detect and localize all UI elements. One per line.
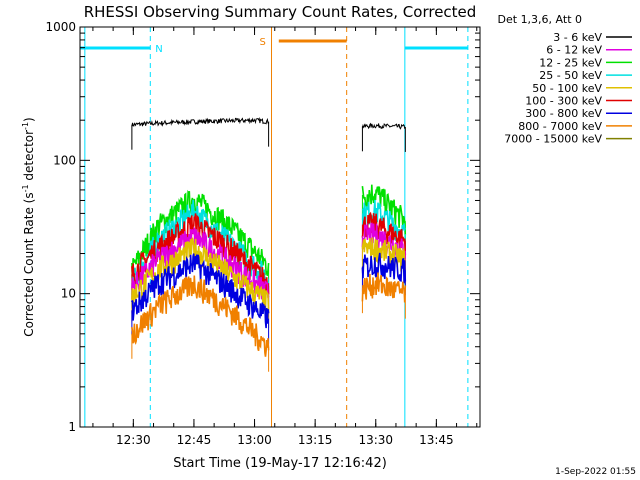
legend-label-0: 3 - 6 keV xyxy=(553,31,602,44)
series-line-0-seg-1 xyxy=(361,122,406,130)
series-line-7-seg-0 xyxy=(131,275,270,357)
x-tick-label-1: 12:45 xyxy=(177,433,212,447)
x-axis: 12:30 12:45 13:00 13:15 13:30 13:45 xyxy=(92,27,478,447)
x-tick-label-2: 13:00 xyxy=(237,433,272,447)
legend-label-3: 25 - 50 keV xyxy=(539,69,602,82)
y-tick-label-3: 1000 xyxy=(45,20,76,34)
series-3-6keV xyxy=(131,116,406,152)
series-800-7000keV xyxy=(131,272,407,372)
x-tick-label-4: 13:30 xyxy=(358,433,393,447)
y-axis-label-mid: detector xyxy=(22,130,36,185)
legend-label-6: 300 - 800 keV xyxy=(525,107,602,120)
saa-label: S xyxy=(260,37,266,48)
series-line-5-seg-1 xyxy=(361,237,407,273)
series-line-3-seg-1 xyxy=(361,211,407,255)
y-tick-label-1: 10 xyxy=(61,287,76,301)
y-axis: 1 10 100 1000 xyxy=(45,20,480,434)
series-line-7-seg-1 xyxy=(361,272,407,303)
y-axis-label-sup2: -1 xyxy=(21,122,30,130)
y-axis-label: Corrected Count Rate (s-1 detector-1) xyxy=(21,117,36,336)
legend-label-8: 7000 - 15000 keV xyxy=(504,133,602,146)
series-line-5-seg-0 xyxy=(131,237,270,314)
plot-area: NS xyxy=(80,27,469,427)
x-tick-label-5: 13:45 xyxy=(419,433,454,447)
plot-frame xyxy=(79,26,481,428)
chart-title: RHESSI Observing Summary Count Rates, Co… xyxy=(84,3,477,21)
night-label: N xyxy=(155,44,162,55)
x-tick-label-3: 13:15 xyxy=(298,433,333,447)
legend-header: Det 1,3,6, Att 0 xyxy=(498,13,582,26)
legend-label-5: 100 - 300 keV xyxy=(525,95,602,108)
y-tick-label-2: 100 xyxy=(53,153,76,167)
legend-label-1: 6 - 12 keV xyxy=(546,44,602,57)
series-line-6-seg-1 xyxy=(361,252,407,284)
y-tick-label-0: 1 xyxy=(68,420,76,434)
x-axis-label: Start Time (19-May-17 12:16:42) xyxy=(173,456,387,471)
footer-date: 1-Sep-2022 01:55 xyxy=(555,467,636,477)
legend-label-7: 800 - 7000 keV xyxy=(518,120,602,133)
y-axis-label-main: Corrected Count Rate (s xyxy=(22,192,36,336)
y-axis-label-sup1: -1 xyxy=(21,184,30,192)
legend-label-4: 50 - 100 keV xyxy=(532,82,602,95)
series-line-6-seg-0 xyxy=(131,253,270,329)
series-line-0-seg-0 xyxy=(131,116,269,128)
y-axis-label-end: ) xyxy=(22,117,36,122)
legend-label-2: 12 - 25 keV xyxy=(539,56,602,69)
series-line-1-seg-1 xyxy=(361,184,407,235)
x-tick-label-0: 12:30 xyxy=(116,433,151,447)
